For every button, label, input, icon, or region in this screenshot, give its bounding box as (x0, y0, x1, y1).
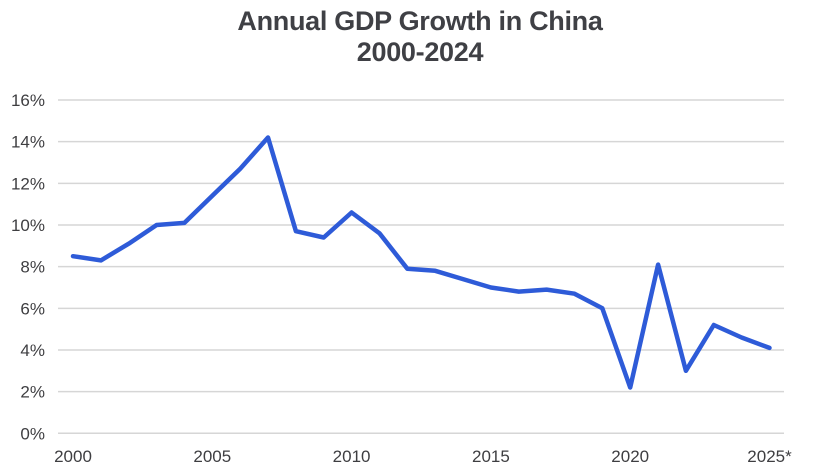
x-axis-tick-label: 2025* (747, 447, 792, 466)
gdp-growth-line (70, 135, 772, 390)
chart-title-line1: Annual GDP Growth in China (237, 6, 603, 36)
y-axis-tick-label: 8% (20, 258, 45, 277)
y-axis-tick-label: 16% (11, 91, 45, 110)
y-axis-tick-label: 10% (11, 216, 45, 235)
x-axis-tick-label: 2015 (472, 447, 510, 466)
y-axis-tick-label: 6% (20, 299, 45, 318)
y-axis-tick-label: 12% (11, 174, 45, 193)
x-axis-tick-label: 2000 (54, 447, 92, 466)
x-axis-tick-label: 2020 (611, 447, 649, 466)
chart-title-line2: 2000-2024 (356, 37, 484, 67)
y-axis-tick-label: 0% (20, 424, 45, 443)
x-axis-tick-label: 2005 (193, 447, 231, 466)
y-axis-tick-label: 4% (20, 341, 45, 360)
y-axis-tick-label: 2% (20, 383, 45, 402)
y-axis-tick-label: 14% (11, 133, 45, 152)
x-axis-tick-label: 2010 (333, 447, 371, 466)
chart-title: Annual GDP Growth in China 2000-2024 (0, 6, 840, 68)
